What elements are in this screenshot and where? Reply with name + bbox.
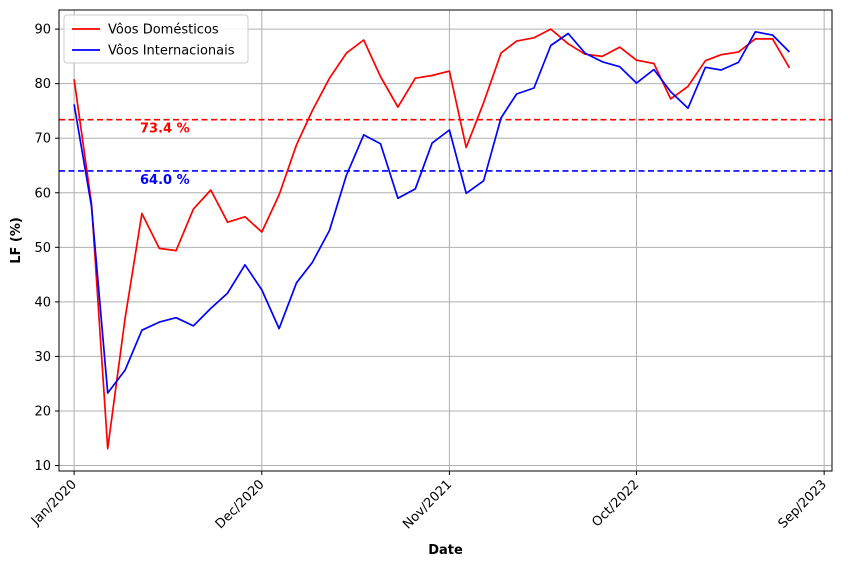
legend-box (63, 14, 249, 64)
reference-lines: 73.4 % 64.0 % (59, 118, 832, 188)
y-tick-label: 10 (34, 459, 51, 474)
y-tick-label: 90 (34, 23, 51, 38)
x-tick-label: Sep/2023 (776, 477, 830, 531)
reference-line-label: 64.0 % (140, 173, 190, 188)
reference-line-label: 73.4 % (140, 122, 190, 137)
grid-lines (59, 10, 832, 471)
y-axis-label: LF (%) (9, 217, 24, 264)
y-tick-label: 20 (34, 404, 51, 419)
legend-entry: Vôos Internacionais (108, 44, 235, 59)
legend-entry: Vôos Domésticos (108, 23, 219, 38)
series-line-1 (73, 30, 791, 394)
y-tick-label: 70 (34, 132, 51, 147)
x-tick-label: Oct/2022 (589, 477, 642, 530)
plot-frame (58, 9, 833, 472)
series-lines (73, 28, 791, 450)
y-tick-label: 60 (34, 186, 51, 201)
legend: Vôos Domésticos Vôos Internacionais (63, 14, 249, 64)
y-axis-ticks: 10 20 30 40 50 60 70 80 90 (34, 23, 59, 474)
y-tick-label: 50 (34, 241, 51, 256)
x-axis-ticks: Jan/2020 Dec/2020 Nov/2021 Oct/2022 Sep/2023 (28, 471, 830, 532)
x-tick-label: Jan/2020 (28, 477, 80, 529)
x-tick-label: Nov/2021 (400, 477, 455, 532)
y-tick-label: 40 (34, 295, 51, 310)
y-tick-label: 80 (34, 77, 51, 92)
x-tick-label: Dec/2020 (213, 477, 268, 532)
series-line-0 (73, 28, 791, 450)
y-tick-label: 30 (34, 350, 51, 365)
x-axis-label: Date (428, 543, 463, 558)
